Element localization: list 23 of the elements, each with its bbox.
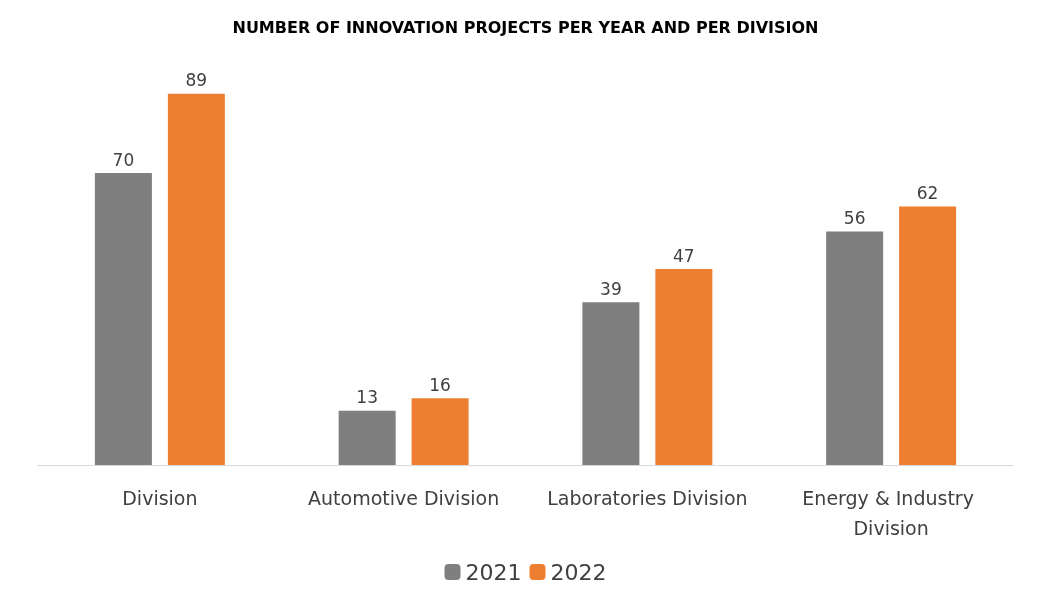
legend-label: 2021 [465,559,522,585]
data-label: 47 [673,245,695,266]
bar [582,302,640,465]
bar [167,93,225,465]
bar [338,410,396,465]
bar [826,231,884,465]
data-label: 13 [356,387,378,408]
x-tick-label: Division [122,487,198,509]
data-label: 70 [112,149,135,170]
data-label: 56 [843,207,866,228]
bar [94,173,152,465]
bar [411,398,469,465]
bar [655,269,713,465]
data-label: 89 [185,70,208,91]
bar [899,206,957,465]
data-label: 39 [600,278,622,299]
data-label: 16 [429,374,451,395]
data-label: 62 [916,182,939,203]
x-tick-label: Laboratories Division [547,487,748,509]
x-tick-label: Energy & Industry Division [802,487,980,539]
chart-title: NUMBER OF INNOVATION PROJECTS PER YEAR AND PER DIVISION [232,17,819,37]
legend-label: 2022 [550,559,607,585]
x-tick-label: Automotive Division [308,487,500,509]
